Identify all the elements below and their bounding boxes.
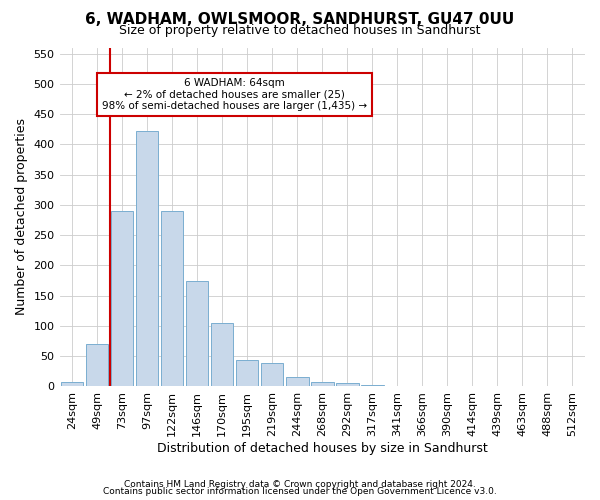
Bar <box>86 344 109 387</box>
Text: Size of property relative to detached houses in Sandhurst: Size of property relative to detached ho… <box>119 24 481 37</box>
Text: 6 WADHAM: 64sqm
← 2% of detached houses are smaller (25)
98% of semi-detached ho: 6 WADHAM: 64sqm ← 2% of detached houses … <box>102 78 367 111</box>
Bar <box>286 377 308 386</box>
Bar <box>311 382 334 386</box>
Bar <box>161 211 184 386</box>
Bar <box>136 131 158 386</box>
X-axis label: Distribution of detached houses by size in Sandhurst: Distribution of detached houses by size … <box>157 442 488 455</box>
Bar <box>186 280 208 386</box>
Bar <box>111 211 133 386</box>
Text: Contains public sector information licensed under the Open Government Licence v3: Contains public sector information licen… <box>103 487 497 496</box>
Bar <box>236 360 259 386</box>
Bar <box>61 382 83 386</box>
Bar <box>336 384 359 386</box>
Text: 6, WADHAM, OWLSMOOR, SANDHURST, GU47 0UU: 6, WADHAM, OWLSMOOR, SANDHURST, GU47 0UU <box>85 12 515 28</box>
Text: Contains HM Land Registry data © Crown copyright and database right 2024.: Contains HM Land Registry data © Crown c… <box>124 480 476 489</box>
Bar <box>211 323 233 386</box>
Y-axis label: Number of detached properties: Number of detached properties <box>15 118 28 316</box>
Bar <box>361 385 383 386</box>
Bar <box>261 364 283 386</box>
